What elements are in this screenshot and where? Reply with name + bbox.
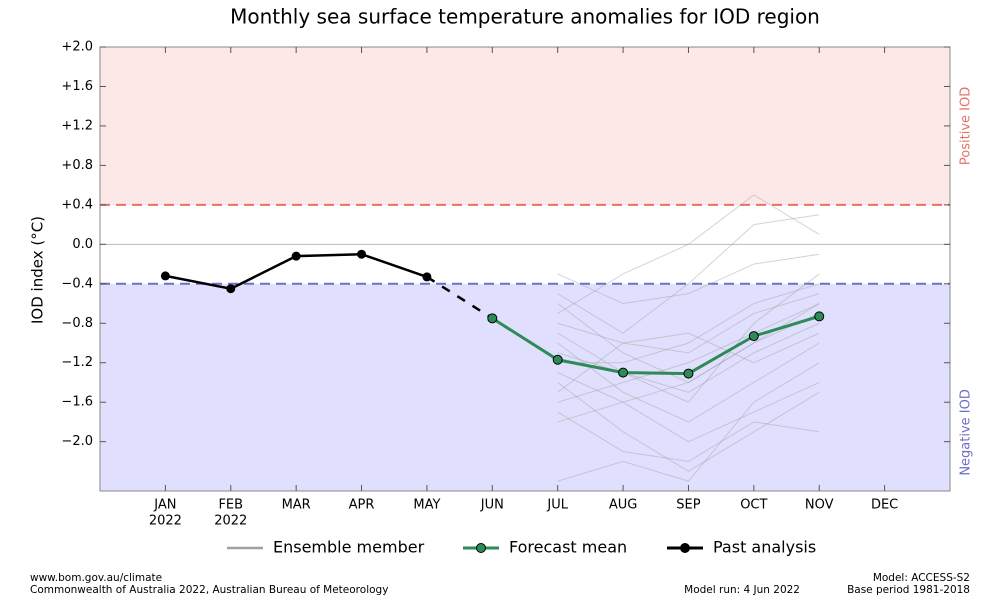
x-tick-sublabel: 2022 xyxy=(149,514,182,529)
ensemble-line xyxy=(557,194,820,314)
y-tick-label: +2.0 xyxy=(61,40,93,55)
x-tick-label: JAN xyxy=(153,498,176,513)
forecast-marker xyxy=(683,368,694,379)
threshold-region xyxy=(100,47,950,205)
ensemble-line xyxy=(557,372,820,443)
forecast-marker xyxy=(814,311,825,322)
connector-line xyxy=(426,275,493,320)
y-tick-label: +1.2 xyxy=(61,118,93,133)
y-tick-label: −0.4 xyxy=(61,276,93,291)
ensemble-line xyxy=(557,283,820,364)
threshold-label: Negative IOD xyxy=(959,389,974,476)
ensemble-line xyxy=(557,312,820,423)
past-marker xyxy=(422,272,432,282)
x-tick-label: MAY xyxy=(413,498,440,513)
x-tick-label: AUG xyxy=(609,498,637,513)
footer-text: Model run: 4 Jun 2022 xyxy=(684,584,800,596)
legend-marker xyxy=(476,543,486,553)
y-tick-label: +0.8 xyxy=(61,158,93,173)
x-tick-label: SEP xyxy=(676,498,700,513)
ensemble-line xyxy=(557,382,820,472)
x-tick-label: JUN xyxy=(480,498,504,513)
x-tick-label: FEB xyxy=(218,498,243,513)
ensemble-line xyxy=(557,362,820,482)
past-marker xyxy=(357,249,367,259)
forecast-line xyxy=(491,314,820,376)
forecast-marker xyxy=(618,367,629,378)
ensemble-line xyxy=(557,322,820,393)
y-tick-label: −2.0 xyxy=(61,434,93,449)
legend-label: Past analysis xyxy=(713,538,816,557)
ensemble-line xyxy=(557,253,820,305)
past-marker xyxy=(226,284,236,294)
ensemble-line xyxy=(557,332,820,393)
threshold-label: Positive IOD xyxy=(959,87,974,165)
y-tick-label: −1.6 xyxy=(61,395,93,410)
y-tick-label: −1.2 xyxy=(61,355,93,370)
past-marker xyxy=(160,271,170,281)
footer-text: Model: ACCESS-S2 xyxy=(873,572,970,584)
ensemble-line xyxy=(557,293,820,354)
x-tick-label: JUL xyxy=(546,498,568,513)
x-tick-sublabel: 2022 xyxy=(214,514,247,529)
legend-label: Ensemble member xyxy=(273,538,425,557)
ensemble-line xyxy=(557,342,820,423)
y-axis-label: IOD index (°C) xyxy=(29,216,47,324)
ensemble-line xyxy=(557,214,820,334)
chart-title: Monthly sea surface temperature anomalie… xyxy=(230,5,820,29)
footer-text: Base period 1981-2018 xyxy=(847,584,970,596)
ensemble-line xyxy=(557,273,820,403)
ensemble-line xyxy=(557,303,820,403)
x-tick-label: NOV xyxy=(805,498,834,513)
y-tick-label: 0.0 xyxy=(72,237,93,252)
x-tick-label: MAR xyxy=(282,498,311,513)
y-tick-label: +1.6 xyxy=(61,79,93,94)
x-tick-label: OCT xyxy=(740,498,767,513)
plot-frame xyxy=(99,46,951,492)
footer-text: Commonwealth of Australia 2022, Australi… xyxy=(30,584,388,596)
y-tick-label: −0.8 xyxy=(61,316,93,331)
y-tick-label: +0.4 xyxy=(61,197,93,212)
x-tick-label: APR xyxy=(349,498,375,513)
past-marker xyxy=(291,251,301,261)
ensemble-line xyxy=(557,411,820,462)
forecast-marker xyxy=(487,313,498,324)
x-tick-label: DEC xyxy=(871,498,898,513)
legend-label: Forecast mean xyxy=(509,538,627,557)
forecast-marker xyxy=(748,331,759,342)
legend-marker xyxy=(680,543,690,553)
footer-text: www.bom.gov.au/climate xyxy=(30,572,162,584)
forecast-marker xyxy=(552,354,563,365)
